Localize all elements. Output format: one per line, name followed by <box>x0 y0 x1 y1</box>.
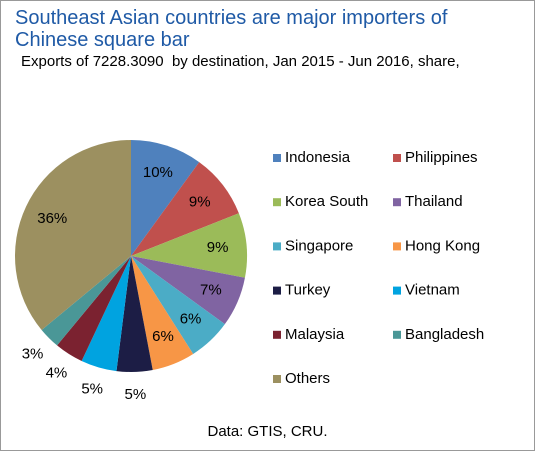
data-label: 6% <box>180 310 202 327</box>
source-note: Data: GTIS, CRU. <box>207 423 328 440</box>
pie-slice <box>131 213 248 278</box>
pie-slice <box>131 256 225 354</box>
legend-swatch <box>393 154 401 162</box>
legend-swatch <box>273 375 281 383</box>
pie-slice <box>116 256 153 372</box>
legend-swatch <box>393 330 401 339</box>
legend-label: Philippines <box>405 149 478 166</box>
legend-swatch <box>273 286 281 295</box>
pie-slice <box>41 256 131 346</box>
pie-slice <box>14 140 131 330</box>
data-label: 10% <box>143 164 173 181</box>
legend-swatch <box>393 286 401 295</box>
data-label: 36% <box>37 210 67 227</box>
legend-swatch <box>393 198 401 207</box>
legend-swatch <box>393 242 401 251</box>
legend-swatch <box>273 242 281 251</box>
legend-label: Turkey <box>285 282 331 299</box>
pie-slice <box>57 256 131 361</box>
legend-label: Hong Kong <box>405 237 480 254</box>
data-label: 7% <box>200 282 222 299</box>
chart-title: Southeast Asian countries are major impo… <box>15 7 448 51</box>
legend-label: Vietnam <box>405 282 460 299</box>
data-label: 4% <box>46 364 68 381</box>
pie-slice <box>131 140 200 256</box>
legend-swatch <box>273 154 281 162</box>
legend-label: Thailand <box>405 193 463 210</box>
data-label: 5% <box>125 386 147 403</box>
data-label: 3% <box>22 345 44 362</box>
data-label: 5% <box>81 381 103 398</box>
data-label: 9% <box>207 239 229 256</box>
legend-label: Korea South <box>285 193 368 210</box>
data-label: 6% <box>152 328 174 345</box>
legend-label: Others <box>285 370 330 387</box>
legend-swatch <box>273 330 281 339</box>
chart-subtitle: Exports of 7228.3090 by destination, Jan… <box>21 53 460 70</box>
pie-slice <box>131 162 239 256</box>
legend-swatch <box>273 198 281 207</box>
legend-label: Indonesia <box>285 149 351 166</box>
pie-slice <box>131 256 245 325</box>
legend-label: Bangladesh <box>405 326 484 343</box>
legend-label: Malaysia <box>285 326 345 343</box>
data-label: 9% <box>189 194 211 211</box>
pie-slice <box>81 256 131 372</box>
pie-slice <box>131 256 194 370</box>
legend-label: Singapore <box>285 237 353 254</box>
